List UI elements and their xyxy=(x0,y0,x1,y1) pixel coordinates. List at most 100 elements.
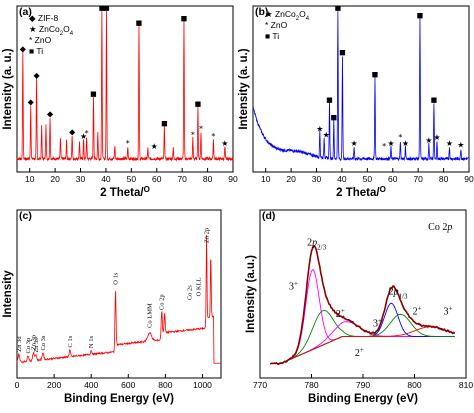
x-axis-title: 2 Theta/O xyxy=(336,185,386,200)
component-label: 3+ xyxy=(373,317,382,330)
peak-annotation: C 1s xyxy=(67,335,74,347)
phase-marker: ■ xyxy=(372,71,379,79)
x-tick-label: 600 xyxy=(121,380,135,390)
panel-d: 770 780 790 800 810 Co 2p 2p2/3 3+ 2+ 2+ 3+ 2p1/3 2+… xyxy=(245,209,473,405)
plot-frame xyxy=(16,209,222,379)
phase-marker: ■ xyxy=(431,96,438,104)
x-tick-label: 20 xyxy=(286,174,296,184)
x-axis-title: Binding Energy (eV) xyxy=(308,393,418,405)
panel-label: (c) xyxy=(19,210,32,222)
peak-annotation: Co 3p xyxy=(25,338,32,354)
phase-marker: ◆ xyxy=(28,98,35,107)
x-tick-label: 60 xyxy=(388,174,398,184)
xps-survey-trace xyxy=(16,234,221,364)
phase-marker: ■ xyxy=(103,4,110,12)
panel-label: (b) xyxy=(255,6,268,18)
phase-marker: ■ xyxy=(417,11,424,19)
phase-marker: ◆ xyxy=(20,44,27,53)
x-tick-label: 80 xyxy=(439,174,449,184)
peak-annotation: O 1s xyxy=(112,272,119,285)
x-tick-label: 50 xyxy=(363,174,373,184)
phase-marker: ■ xyxy=(335,4,342,12)
panel-title: Co 2p xyxy=(428,222,452,233)
peak-annotation: Zn 2p xyxy=(204,228,211,243)
phase-marker: * xyxy=(211,132,215,141)
peak-annotation: Co 2s xyxy=(186,285,193,300)
legend-entry: ★ ZnCo2O4 xyxy=(265,9,310,22)
phase-marker: * xyxy=(199,124,203,133)
peak-annotation: Zn 3s xyxy=(33,338,40,353)
phase-marker: ★ xyxy=(402,139,409,148)
x-tick-label: 1000 xyxy=(193,380,212,390)
phase-marker: ★ xyxy=(425,136,432,145)
phase-marker: ★ xyxy=(80,132,87,141)
x-tick-label: 10 xyxy=(25,174,35,184)
phase-marker: * xyxy=(85,129,89,138)
phase-marker: ★ xyxy=(457,141,464,150)
component-label: 2+ xyxy=(355,346,364,359)
phase-marker: ■ xyxy=(90,90,97,98)
x-tick-label: 50 xyxy=(127,174,137,184)
x-tick-label: 90 xyxy=(464,174,474,184)
legend-entry: ■ Ti xyxy=(265,31,279,41)
panel-a: 10 20 30 40 50 60 70 80 90◆◆◆◆◆ ★*■■■■■■■* ★***★◆ … xyxy=(2,4,238,199)
legend-entry: * ZnO xyxy=(265,20,288,30)
peak-annotation: Co 2p xyxy=(159,294,166,310)
x-tick-label: 60 xyxy=(152,174,162,184)
component-label: 3+ xyxy=(289,280,298,293)
component-label: 2+ xyxy=(413,304,422,317)
y-axis-title: Intensity (a. u.) xyxy=(2,48,14,129)
phase-marker: * xyxy=(126,139,130,148)
fit-component xyxy=(270,321,455,364)
x-tick-label: 800 xyxy=(407,380,421,390)
phase-marker: ★ xyxy=(351,139,358,148)
phase-marker: ★ xyxy=(433,133,440,142)
phase-marker: ★ xyxy=(323,130,330,139)
x-tick-label: 10 xyxy=(261,174,271,184)
x-tick-label: 30 xyxy=(312,174,322,184)
x-axis-title: 2 Theta/O xyxy=(100,185,150,200)
plot-frame xyxy=(16,5,234,173)
x-tick-label: 70 xyxy=(177,174,187,184)
x-tick-label: 800 xyxy=(158,380,172,390)
x-tick-label: 70 xyxy=(413,174,423,184)
peak-annotation: O KLL xyxy=(196,277,203,296)
legend-entry: ■ Ti xyxy=(29,46,43,56)
phase-marker: ◆ xyxy=(47,110,54,119)
panel-label: (d) xyxy=(262,210,275,222)
phase-marker: ■ xyxy=(195,100,202,108)
phase-marker: * xyxy=(191,130,195,139)
y-axis-title: Intensity (a. u.) xyxy=(238,48,250,129)
x-tick-label: 80 xyxy=(203,174,213,184)
phase-marker: ■ xyxy=(330,114,337,122)
phase-marker: ★ xyxy=(387,139,394,148)
x-axis-title: Binding Energy (eV) xyxy=(64,393,174,405)
peak-annotation: Co 3s xyxy=(40,335,47,350)
y-axis-title: Intensity xyxy=(2,270,14,318)
x-tick-label: 400 xyxy=(84,380,98,390)
xrd-trace xyxy=(252,11,470,162)
peak-annotation: Zn 3p xyxy=(31,335,38,350)
plot-frame xyxy=(252,5,470,173)
phase-marker: ■ xyxy=(326,96,333,104)
phase-marker: ★ xyxy=(221,139,228,148)
phase-marker: ★ xyxy=(316,124,323,133)
x-tick-label: 20 xyxy=(50,174,60,184)
xrd-trace xyxy=(16,11,234,162)
phase-marker: ■ xyxy=(161,119,168,127)
peak-annotation: Co LMM xyxy=(147,303,154,328)
panel-label: (a) xyxy=(19,6,32,18)
peak-annotation: N 1s xyxy=(88,336,95,349)
phase-marker: ◆ xyxy=(33,71,40,80)
fit-component xyxy=(270,326,455,364)
y-axis-title: Intensity (a.u.) xyxy=(245,255,257,333)
x-tick-label: 790 xyxy=(356,380,370,390)
phase-marker: ■ xyxy=(181,14,188,22)
phase-marker: ★ xyxy=(151,142,158,151)
legend-entry: * ZnO xyxy=(29,35,52,45)
phase-marker: ◆ xyxy=(69,127,76,136)
x-tick-label: 90 xyxy=(228,174,238,184)
x-tick-label: 40 xyxy=(337,174,347,184)
